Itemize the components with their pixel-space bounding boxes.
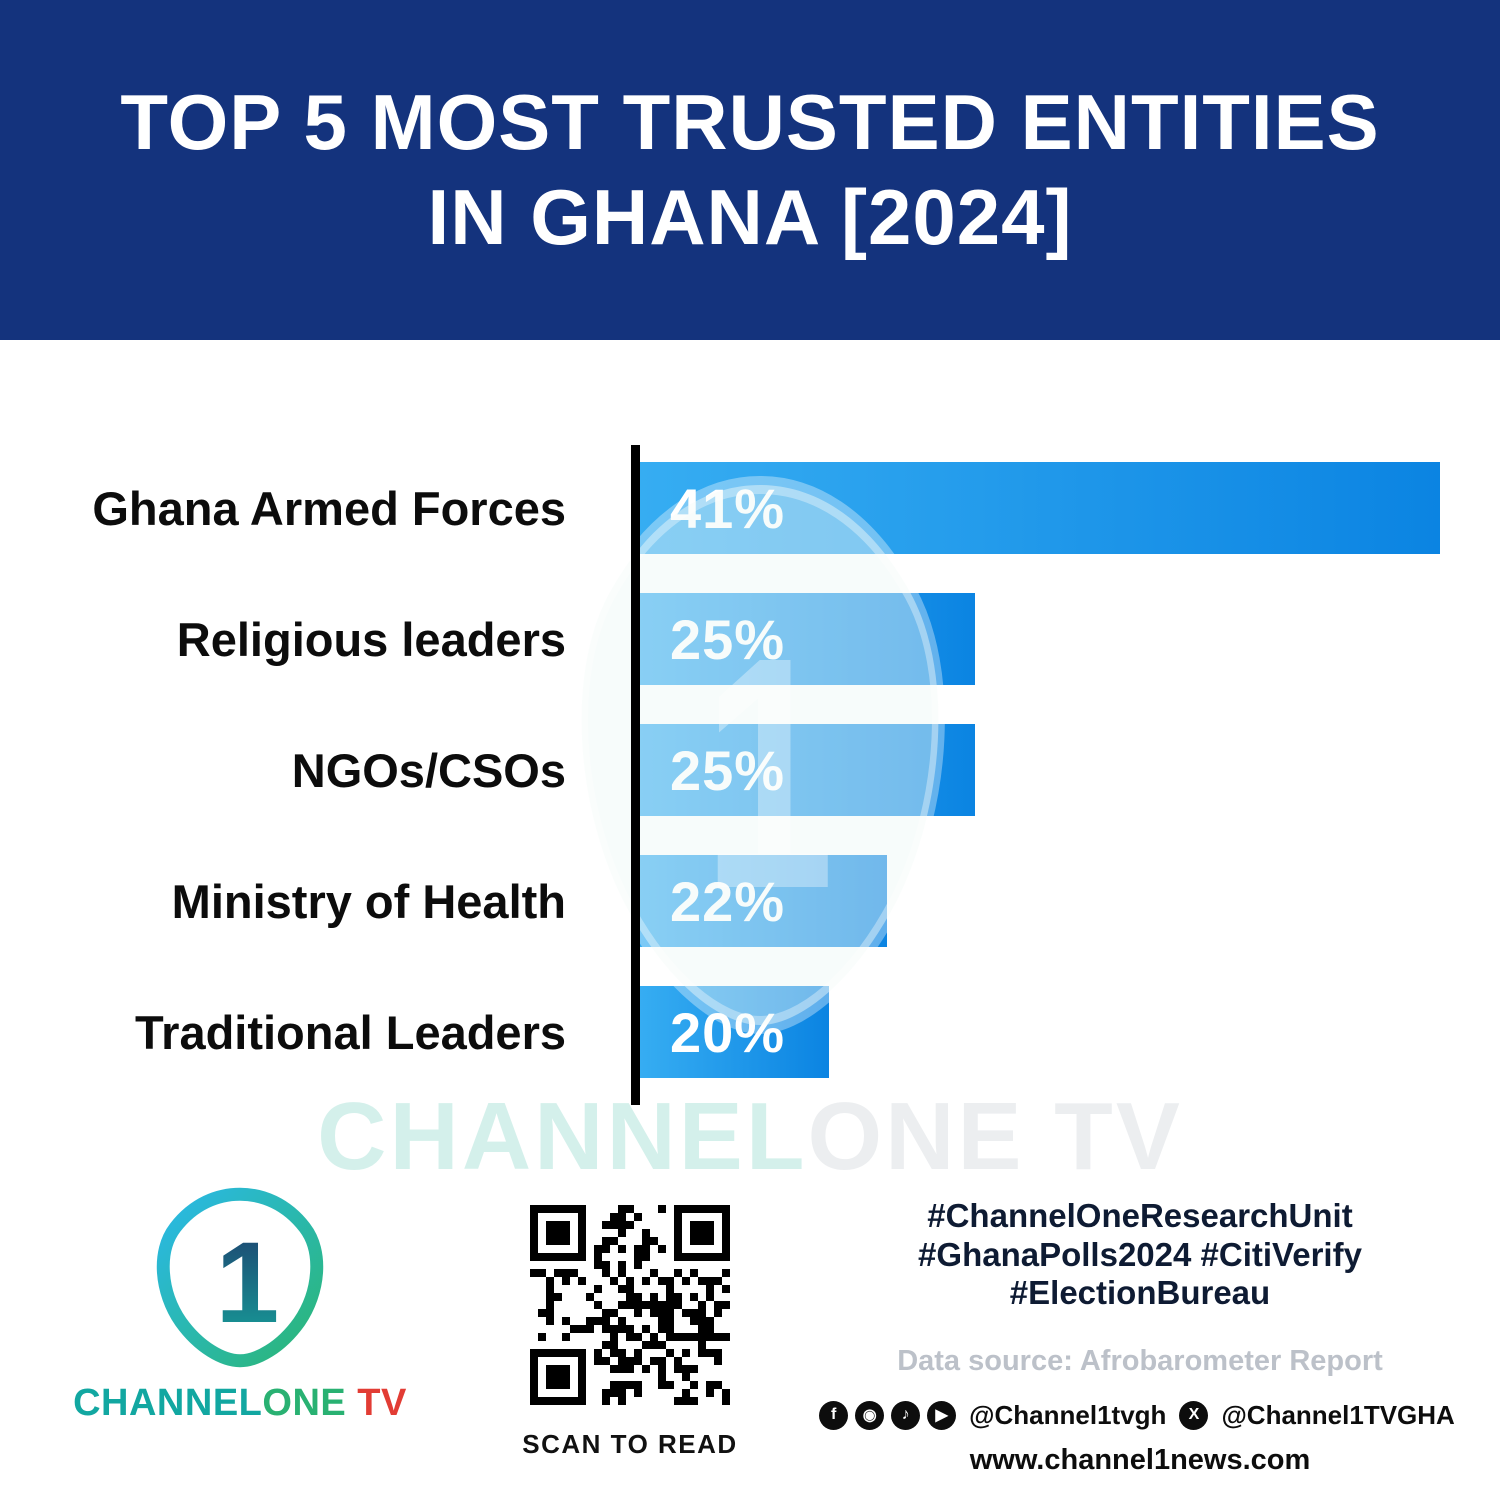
header-banner: TOP 5 MOST TRUSTED ENTITIES IN GHANA [20… bbox=[0, 0, 1500, 340]
page-title-line2: IN GHANA [2024] bbox=[427, 173, 1073, 261]
bar-track: 25% bbox=[640, 593, 1440, 685]
watermark-text: CHANNELONE TV bbox=[0, 1082, 1500, 1192]
bar: 41% bbox=[640, 462, 1440, 554]
logo-pick-shape bbox=[156, 1187, 324, 1368]
instagram-icon: ◉ bbox=[855, 1400, 885, 1430]
category-label: Traditional Leaders bbox=[135, 1005, 566, 1059]
hashtag-line-3: #ElectionBureau bbox=[1009, 1274, 1271, 1312]
chart-area: CHANNELONE TV Ghana Armed Forces 41% Relig… bbox=[0, 340, 1500, 1190]
category-label: Ministry of Health bbox=[171, 874, 566, 928]
logo-one-numeral: 1 bbox=[216, 1219, 280, 1347]
tiktok-icon: ♪ bbox=[891, 1400, 921, 1430]
category-label: Religious leaders bbox=[176, 612, 566, 666]
social-row: f ◉ ♪ ▶ @Channel1tvgh X @Channel1TVGHA bbox=[819, 1400, 1461, 1431]
chart-row: Ministry of Health 22% bbox=[0, 855, 1440, 947]
page-title-line1: TOP 5 MOST TRUSTED ENTITIES bbox=[120, 77, 1380, 166]
chart-row: Religious leaders 25% bbox=[0, 593, 1440, 685]
footer-qr-block: SCAN TO READ bbox=[425, 1185, 835, 1500]
channel-one-logo-icon: 1 bbox=[156, 1187, 324, 1368]
value-label: 25% bbox=[670, 607, 786, 671]
watermark-channel: CHANNEL bbox=[317, 1083, 808, 1190]
social-handle-1: @Channel1tvgh bbox=[969, 1399, 1167, 1430]
data-source-text: Data source: Afrobarometer Report bbox=[897, 1344, 1383, 1377]
watermark-one-tv: ONE TV bbox=[807, 1083, 1183, 1190]
brand-one-text: ONE bbox=[262, 1382, 347, 1424]
value-label: 22% bbox=[670, 869, 786, 933]
footer: 1 CHANNELONE TV SCAN TO READ #ChannelOne… bbox=[0, 1185, 1500, 1500]
social-handle-2: @Channel1TVGHA bbox=[1221, 1399, 1455, 1430]
bar-track: 41% bbox=[640, 462, 1440, 554]
brand-tv-text: TV bbox=[346, 1382, 407, 1424]
facebook-icon: f bbox=[819, 1400, 849, 1430]
y-axis-line bbox=[631, 445, 640, 1105]
chart-row: NGOs/CSOs 25% bbox=[0, 724, 1440, 816]
footer-brand-block: 1 CHANNELONE TV bbox=[55, 1185, 425, 1500]
category-label: Ghana Armed Forces bbox=[92, 481, 566, 535]
value-label: 41% bbox=[670, 476, 786, 540]
qr-caption: SCAN TO READ bbox=[522, 1429, 738, 1459]
bar: 22% bbox=[640, 855, 888, 947]
category-label: NGOs/CSOs bbox=[291, 743, 566, 797]
bar: 20% bbox=[640, 986, 830, 1078]
hashtag-line-2: #GhanaPolls2024 #CitiVerify bbox=[918, 1235, 1362, 1273]
value-label: 25% bbox=[670, 738, 786, 802]
bar: 25% bbox=[640, 593, 975, 685]
youtube-icon: ▶ bbox=[927, 1400, 957, 1430]
bar-track: 25% bbox=[640, 724, 1440, 816]
bar-track: 20% bbox=[640, 986, 1440, 1078]
page-title: TOP 5 MOST TRUSTED ENTITIES IN GHANA [20… bbox=[120, 75, 1379, 265]
footer-info-block: #ChannelOneResearchUnit #GhanaPolls2024 … bbox=[819, 1185, 1455, 1500]
hashtags: #ChannelOneResearchUnit #GhanaPolls2024 … bbox=[918, 1197, 1362, 1313]
hashtag-line-1: #ChannelOneResearchUnit bbox=[927, 1197, 1353, 1234]
x-twitter-icon: X bbox=[1179, 1400, 1209, 1430]
brand-wordmark: CHANNELONE TV bbox=[73, 1382, 407, 1425]
bar-chart: Ghana Armed Forces 41% Religious leaders 25… bbox=[0, 462, 1440, 1078]
bar-track: 22% bbox=[640, 855, 1440, 947]
brand-channel-text: CHANNEL bbox=[73, 1382, 263, 1424]
website-url: www.channel1news.com bbox=[969, 1443, 1311, 1476]
bar: 25% bbox=[640, 724, 975, 816]
chart-row: Traditional Leaders 20% bbox=[0, 986, 1440, 1078]
qr-code bbox=[530, 1205, 730, 1405]
value-label: 20% bbox=[670, 1000, 786, 1064]
chart-row: Ghana Armed Forces 41% bbox=[0, 462, 1440, 554]
